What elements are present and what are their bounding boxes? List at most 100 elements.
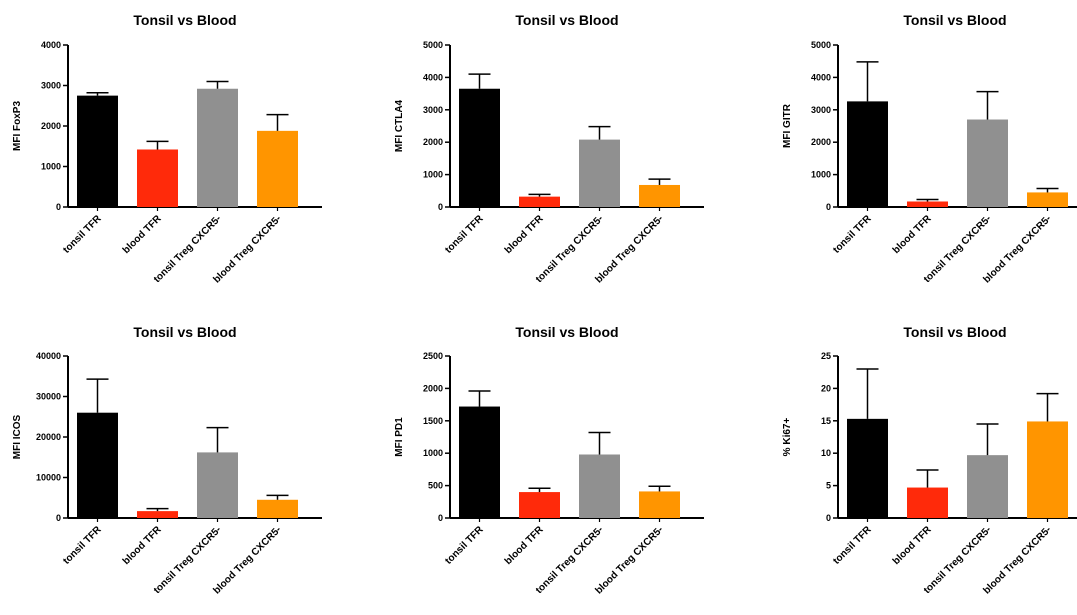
bar-1 [519, 196, 560, 207]
category-label: blood TFR [891, 213, 934, 256]
category-label: blood TFR [121, 524, 164, 567]
bar-0 [77, 95, 118, 207]
category-label: blood Treg CXCR5- [593, 213, 665, 285]
y-tick-label: 3000 [423, 105, 443, 115]
bar-0 [459, 406, 500, 518]
category-label: tonsil Treg CXCR5- [922, 524, 994, 596]
chart-title: Tonsil vs Blood [515, 324, 618, 340]
chart-title: Tonsil vs Blood [133, 324, 236, 340]
category-label: blood TFR [121, 213, 164, 256]
chart-panel-6: Tonsil vs Blood 0 5 10 15 20 25 % Ki67+ tonsil T… [782, 324, 1077, 597]
y-tick-label: 30000 [36, 392, 61, 402]
y-tick-label: 4000 [811, 72, 831, 82]
category-label: tonsil TFR [61, 524, 104, 567]
chart-panel-4: Tonsil vs Blood 0 10000 20000 30000 40000 MFI … [12, 324, 322, 597]
y-axis-label: % Ki67+ [782, 418, 793, 457]
bar-1 [907, 487, 948, 518]
y-tick-label: 1000 [423, 448, 443, 458]
y-tick-label: 1500 [423, 416, 443, 426]
y-tick-label: 15 [821, 416, 831, 426]
y-tick-label: 2000 [41, 121, 61, 131]
bar-3 [257, 499, 298, 518]
bar-0 [459, 88, 500, 207]
chart-title: Tonsil vs Blood [903, 12, 1006, 28]
y-tick-label: 3000 [41, 81, 61, 91]
y-tick-label: 10 [821, 448, 831, 458]
y-tick-label: 1000 [41, 162, 61, 172]
bar-3 [639, 491, 680, 518]
chart-panel-2: Tonsil vs Blood 0 1000 2000 3000 4000 5000 MFI … [394, 12, 704, 286]
category-label: blood TFR [503, 213, 546, 256]
bar-0 [847, 418, 888, 518]
category-label: tonsil TFR [831, 524, 874, 567]
y-tick-label: 0 [438, 513, 443, 523]
category-label: tonsil Treg CXCR5- [152, 524, 224, 596]
category-label: tonsil TFR [443, 524, 486, 567]
category-label: blood Treg CXCR5- [981, 524, 1053, 596]
chart-title: Tonsil vs Blood [515, 12, 618, 28]
y-tick-label: 0 [826, 513, 831, 523]
y-tick-label: 5 [826, 481, 831, 491]
bar-3 [1027, 421, 1068, 518]
y-axis-label: MFI FoxP3 [12, 101, 23, 151]
chart-panel-1: Tonsil vs Blood 0 1000 2000 3000 4000 MFI FoxP… [12, 12, 322, 286]
y-tick-label: 4000 [41, 40, 61, 50]
y-axis-label: MFI CTLA4 [394, 99, 405, 152]
bar-2 [579, 139, 620, 207]
y-tick-label: 0 [56, 202, 61, 212]
y-tick-label: 3000 [811, 105, 831, 115]
category-label: blood Treg CXCR5- [211, 213, 283, 285]
y-tick-label: 40000 [36, 351, 61, 361]
bar-2 [579, 454, 620, 518]
category-label: blood TFR [503, 524, 546, 567]
bar-0 [77, 412, 118, 518]
chart-title: Tonsil vs Blood [903, 324, 1006, 340]
category-label: tonsil Treg CXCR5- [152, 213, 224, 285]
y-tick-label: 20000 [36, 432, 61, 442]
bar-3 [1027, 192, 1068, 207]
y-tick-label: 1000 [811, 170, 831, 180]
chart-panel-3: Tonsil vs Blood 0 1000 2000 3000 4000 5000 MFI … [782, 12, 1077, 286]
bar-2 [197, 452, 238, 518]
y-tick-label: 500 [428, 481, 443, 491]
y-tick-label: 1000 [423, 170, 443, 180]
y-tick-label: 10000 [36, 473, 61, 483]
category-label: tonsil Treg CXCR5- [534, 213, 606, 285]
y-tick-label: 2000 [423, 137, 443, 147]
y-tick-label: 2500 [423, 351, 443, 361]
y-tick-label: 5000 [423, 40, 443, 50]
y-tick-label: 0 [56, 513, 61, 523]
y-axis-label: MFI ICOS [12, 414, 23, 459]
y-tick-label: 5000 [811, 40, 831, 50]
bar-2 [197, 88, 238, 207]
category-label: tonsil TFR [61, 213, 104, 256]
y-tick-label: 4000 [423, 72, 443, 82]
category-label: blood Treg CXCR5- [211, 524, 283, 596]
y-tick-label: 20 [821, 383, 831, 393]
category-label: tonsil Treg CXCR5- [922, 213, 994, 285]
bar-3 [257, 130, 298, 207]
category-label: blood TFR [891, 524, 934, 567]
bar-1 [519, 492, 560, 518]
bar-1 [137, 149, 178, 207]
category-label: tonsil Treg CXCR5- [534, 524, 606, 596]
y-tick-label: 0 [826, 202, 831, 212]
chart-panel-5: Tonsil vs Blood 0 500 1000 1500 2000 2500 MFI P… [394, 324, 704, 597]
bar-2 [967, 455, 1008, 518]
category-label: blood Treg CXCR5- [593, 524, 665, 596]
category-label: blood Treg CXCR5- [981, 213, 1053, 285]
chart-title: Tonsil vs Blood [133, 12, 236, 28]
y-tick-label: 2000 [423, 383, 443, 393]
y-axis-label: MFI PD1 [394, 417, 405, 457]
bar-2 [967, 119, 1008, 207]
bar-0 [847, 101, 888, 207]
y-tick-label: 25 [821, 351, 831, 361]
bar-3 [639, 184, 680, 207]
category-label: tonsil TFR [831, 213, 874, 256]
bar-1 [137, 511, 178, 518]
y-tick-label: 2000 [811, 137, 831, 147]
category-label: tonsil TFR [443, 213, 486, 256]
bar-1 [907, 201, 948, 207]
y-tick-label: 0 [438, 202, 443, 212]
